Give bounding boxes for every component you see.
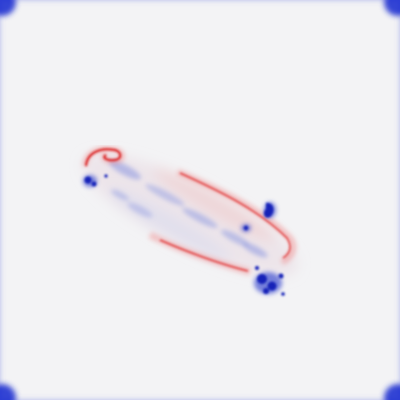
positive-arc-lower (148, 231, 251, 276)
negative-blobs (83, 174, 285, 296)
positive-arc (176, 169, 297, 265)
positive-curl (82, 146, 125, 167)
core-speckles (108, 160, 268, 258)
